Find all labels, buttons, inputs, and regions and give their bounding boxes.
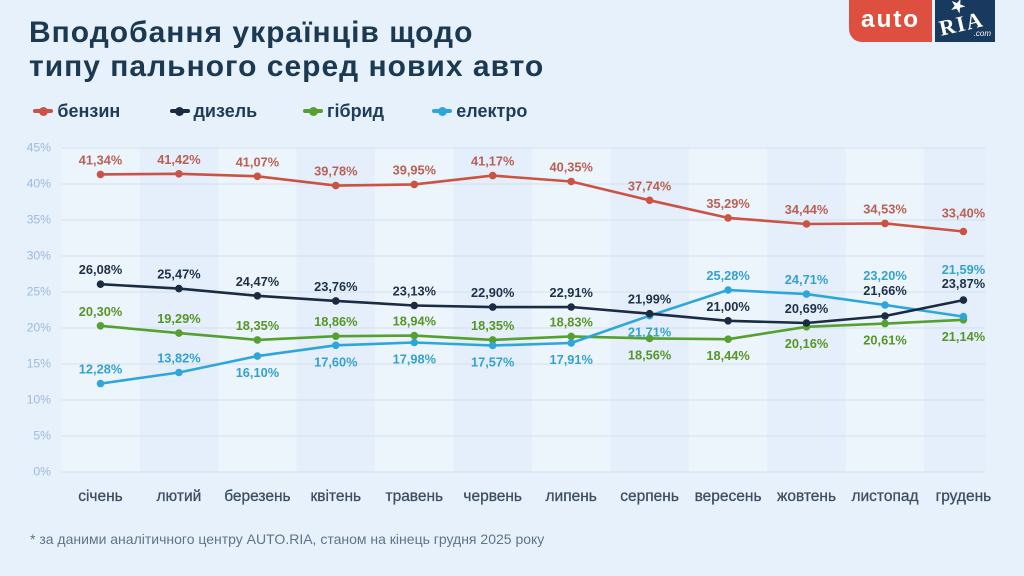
svg-text:17,60%: 17,60% bbox=[314, 354, 358, 369]
svg-text:30%: 30% bbox=[27, 249, 52, 263]
svg-text:21,66%: 21,66% bbox=[863, 283, 907, 298]
svg-text:10%: 10% bbox=[27, 393, 52, 407]
svg-text:18,56%: 18,56% bbox=[628, 347, 672, 362]
svg-text:24,71%: 24,71% bbox=[785, 272, 829, 287]
svg-text:березень: березень bbox=[224, 488, 290, 505]
svg-text:5%: 5% bbox=[33, 429, 51, 443]
svg-text:41,42%: 41,42% bbox=[157, 152, 201, 167]
svg-text:18,83%: 18,83% bbox=[549, 314, 593, 329]
svg-text:23,20%: 23,20% bbox=[863, 268, 907, 283]
svg-text:15%: 15% bbox=[27, 357, 52, 371]
svg-text:20,61%: 20,61% bbox=[863, 333, 907, 348]
svg-text:липень: липень bbox=[546, 488, 597, 505]
svg-text:41,34%: 41,34% bbox=[79, 152, 123, 167]
svg-text:лютий: лютий bbox=[157, 488, 202, 505]
svg-text:18,35%: 18,35% bbox=[236, 318, 280, 333]
svg-text:26,08%: 26,08% bbox=[79, 262, 123, 277]
svg-text:20,69%: 20,69% bbox=[785, 301, 829, 316]
svg-text:листопад: листопад bbox=[851, 488, 918, 505]
svg-text:25,28%: 25,28% bbox=[706, 268, 750, 283]
svg-text:34,44%: 34,44% bbox=[785, 202, 829, 217]
svg-text:20%: 20% bbox=[27, 321, 52, 335]
svg-text:35%: 35% bbox=[27, 213, 52, 227]
svg-text:23,76%: 23,76% bbox=[314, 279, 358, 294]
svg-text:16,10%: 16,10% bbox=[236, 365, 280, 380]
svg-text:січень: січень bbox=[78, 488, 123, 505]
svg-text:жовтень: жовтень bbox=[777, 488, 836, 505]
svg-text:21,14%: 21,14% bbox=[942, 329, 986, 344]
svg-text:18,35%: 18,35% bbox=[471, 318, 515, 333]
svg-text:23,87%: 23,87% bbox=[942, 276, 986, 291]
svg-text:12,28%: 12,28% bbox=[79, 362, 123, 377]
svg-text:квітень: квітень bbox=[310, 488, 361, 505]
svg-text:37,74%: 37,74% bbox=[628, 178, 672, 193]
svg-text:21,00%: 21,00% bbox=[706, 299, 750, 314]
svg-text:13,82%: 13,82% bbox=[157, 351, 201, 366]
svg-text:18,94%: 18,94% bbox=[393, 314, 437, 329]
svg-text:39,95%: 39,95% bbox=[393, 162, 437, 177]
svg-text:20,16%: 20,16% bbox=[785, 336, 829, 351]
svg-text:вересень: вересень bbox=[695, 488, 762, 505]
svg-text:22,91%: 22,91% bbox=[549, 285, 593, 300]
svg-text:34,53%: 34,53% bbox=[863, 201, 907, 216]
svg-text:41,17%: 41,17% bbox=[471, 154, 515, 169]
svg-text:25%: 25% bbox=[27, 285, 52, 299]
svg-text:19,29%: 19,29% bbox=[157, 311, 201, 326]
svg-text:40,35%: 40,35% bbox=[549, 160, 593, 175]
svg-text:40%: 40% bbox=[27, 177, 52, 191]
svg-text:23,13%: 23,13% bbox=[393, 284, 437, 299]
svg-text:17,91%: 17,91% bbox=[549, 352, 593, 367]
svg-text:24,47%: 24,47% bbox=[236, 274, 280, 289]
svg-text:18,44%: 18,44% bbox=[706, 348, 750, 363]
svg-text:21,71%: 21,71% bbox=[628, 325, 672, 340]
svg-text:35,29%: 35,29% bbox=[706, 196, 750, 211]
svg-text:20,30%: 20,30% bbox=[79, 304, 123, 319]
svg-text:грудень: грудень bbox=[936, 488, 992, 505]
svg-text:21,99%: 21,99% bbox=[628, 292, 672, 307]
svg-text:33,40%: 33,40% bbox=[942, 206, 986, 221]
svg-text:18,86%: 18,86% bbox=[314, 314, 358, 329]
svg-text:39,78%: 39,78% bbox=[314, 164, 358, 179]
svg-text:травень: травень bbox=[385, 488, 443, 505]
svg-text:21,59%: 21,59% bbox=[942, 262, 986, 277]
svg-text:17,57%: 17,57% bbox=[471, 355, 515, 370]
svg-text:45%: 45% bbox=[27, 141, 52, 155]
svg-text:червень: червень bbox=[463, 488, 522, 505]
svg-text:серпень: серпень bbox=[620, 488, 679, 505]
svg-text:17,98%: 17,98% bbox=[393, 352, 437, 367]
svg-text:0%: 0% bbox=[33, 465, 51, 479]
svg-text:25,47%: 25,47% bbox=[157, 267, 201, 282]
svg-text:41,07%: 41,07% bbox=[236, 154, 280, 169]
svg-text:22,90%: 22,90% bbox=[471, 285, 515, 300]
